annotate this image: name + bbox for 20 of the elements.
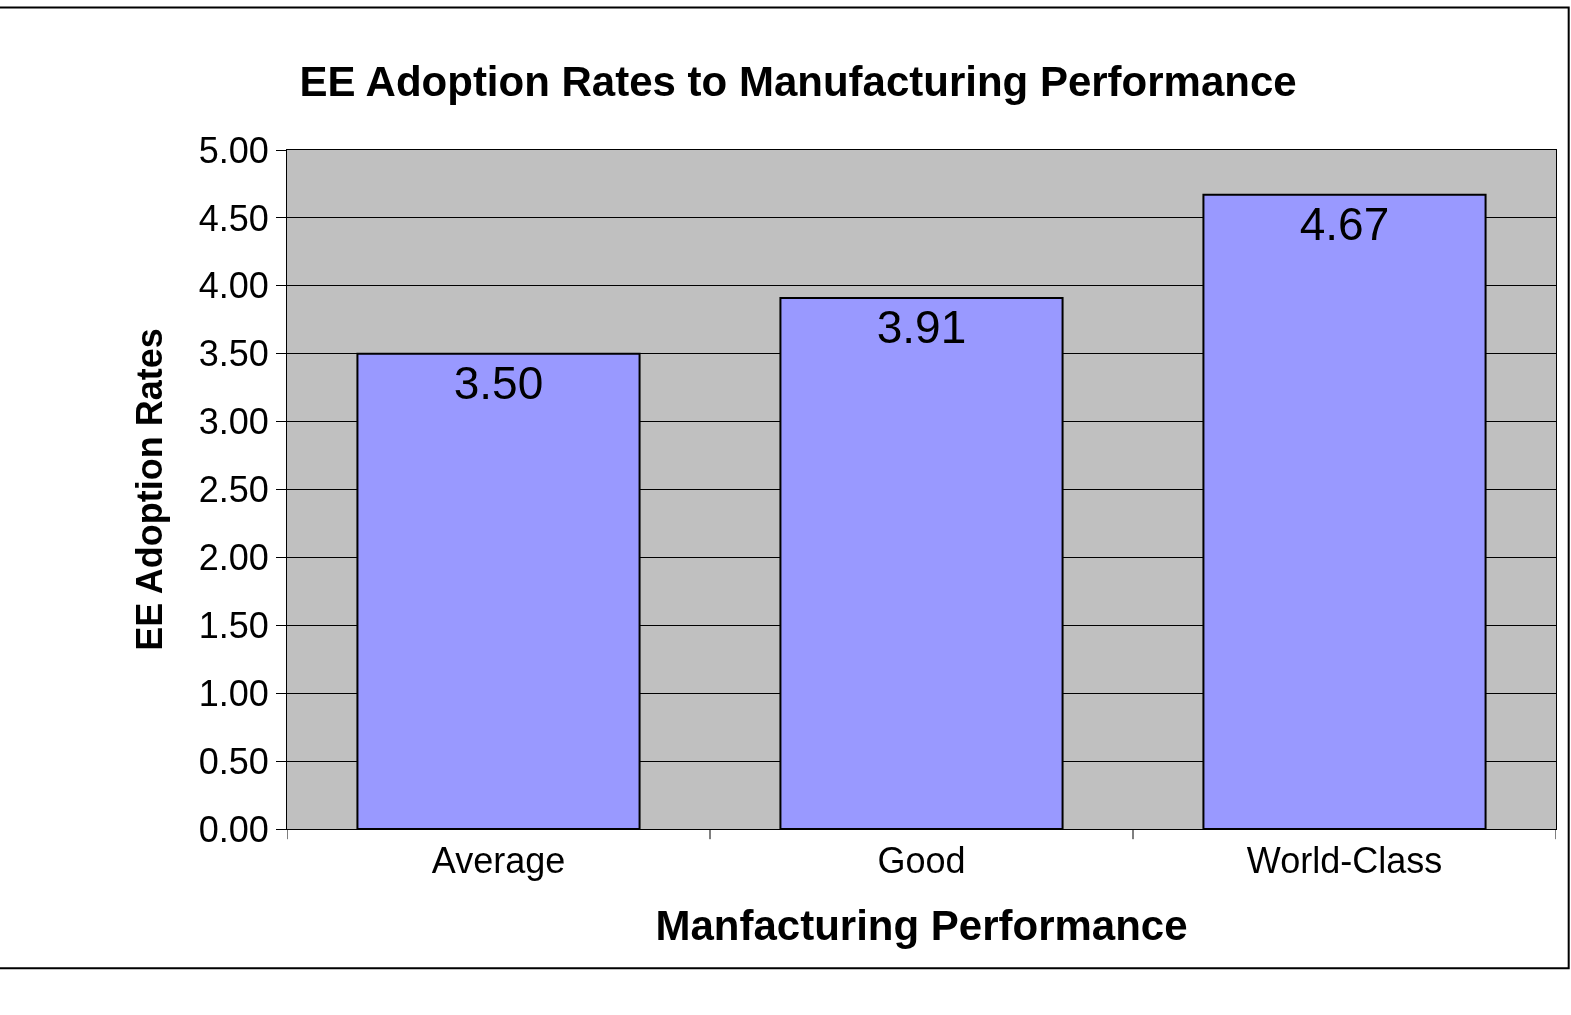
chart-title: EE Adoption Rates to Manufacturing Performance xyxy=(299,57,1297,105)
y-tick-label: 4.50 xyxy=(198,197,269,239)
x-tick-label: Good xyxy=(877,840,966,882)
x-axis-title: Manfacturing Performance xyxy=(655,902,1188,950)
y-tick-label: 5.00 xyxy=(198,129,269,171)
y-tick-label: 0.00 xyxy=(198,808,269,850)
data-label: 4.67 xyxy=(1299,197,1390,250)
data-label: 3.91 xyxy=(876,301,967,354)
y-tick-label: 0.50 xyxy=(198,740,269,782)
data-label: 3.50 xyxy=(453,356,544,409)
y-tick-label: 2.50 xyxy=(198,469,269,511)
y-tick-label: 3.00 xyxy=(198,401,269,443)
y-tick-label: 4.00 xyxy=(198,265,269,307)
y-tick-label: 1.00 xyxy=(198,672,269,714)
y-tick-label: 2.00 xyxy=(198,537,269,578)
y-axis-title: EE Adoption Rates xyxy=(128,328,170,651)
y-tick-label: 3.50 xyxy=(198,333,269,375)
x-tick-label: World-Class xyxy=(1246,840,1443,882)
x-tick-label: Average xyxy=(431,840,566,882)
y-tick-label: 1.50 xyxy=(198,604,269,646)
